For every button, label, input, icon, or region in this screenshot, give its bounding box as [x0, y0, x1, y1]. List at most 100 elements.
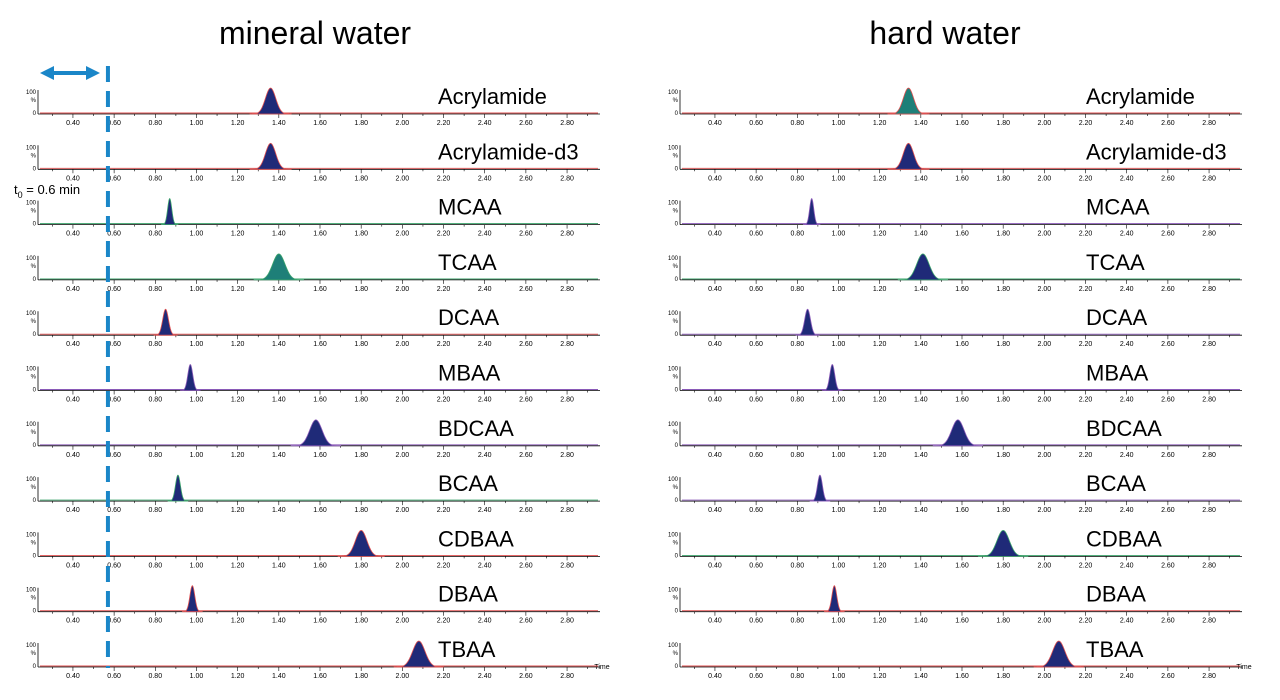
x-tick-label: 0.40: [708, 175, 722, 182]
x-tick-label: 2.80: [560, 562, 574, 569]
y-tick-label: 100: [668, 90, 679, 96]
x-tick-label: 2.60: [1161, 231, 1175, 238]
x-tick-label: 1.60: [955, 175, 969, 182]
x-tick-label: 1.20: [873, 120, 887, 127]
x-tick-label: 2.20: [437, 562, 451, 569]
y-tick-label: 100: [26, 588, 37, 594]
x-tick-label: 0.60: [749, 507, 763, 514]
panel-title: hard water: [869, 15, 1021, 51]
compound-label: Acrylamide: [1086, 84, 1195, 109]
y-tick-label: %: [673, 319, 679, 325]
y-tick-label: 100: [668, 367, 679, 373]
x-tick-label: 2.80: [1202, 673, 1216, 680]
x-tick-label: 2.80: [560, 120, 574, 127]
y-tick-label: 100: [668, 422, 679, 428]
x-tick-label: 1.20: [231, 397, 245, 404]
compound-label: BDCAA: [1086, 416, 1162, 441]
x-tick-label: 1.40: [914, 507, 928, 514]
x-tick-label: 0.80: [148, 507, 162, 514]
x-tick-label: 0.40: [708, 673, 722, 680]
trace-row: DCAA 100% 0 0.40 0.60 0.80 1.00 1.20 1.40 1.60 1.8…: [26, 305, 600, 348]
x-tick-label: 2.80: [1202, 507, 1216, 514]
x-tick-label: 1.80: [996, 341, 1010, 348]
x-tick-label: 2.20: [437, 507, 451, 514]
x-tick-label: 0.80: [790, 673, 804, 680]
x-tick-label: 2.00: [396, 452, 410, 459]
y-tick-label: 0: [675, 166, 679, 172]
x-tick-label: 1.00: [832, 507, 846, 514]
y-tick-label: 0: [675, 388, 679, 394]
y-tick-label: %: [31, 209, 37, 215]
x-tick-label: 1.60: [313, 562, 327, 569]
peak: [167, 474, 189, 502]
y-tick-label: %: [673, 375, 679, 381]
x-tick-label: 1.20: [873, 175, 887, 182]
x-tick-label: 1.00: [832, 341, 846, 348]
x-tick-label: 2.60: [519, 341, 533, 348]
x-tick-label: 2.20: [1079, 562, 1093, 569]
x-tick-label: 2.00: [1038, 452, 1052, 459]
x-tick-label: 0.80: [790, 341, 804, 348]
x-tick-label: 2.20: [437, 397, 451, 404]
y-tick-label: %: [31, 153, 37, 159]
x-tick-label: 1.40: [272, 286, 286, 293]
x-tick-label: 0.40: [708, 397, 722, 404]
x-tick-label: 0.80: [790, 175, 804, 182]
x-tick-label: 1.60: [313, 341, 327, 348]
x-tick-label: 1.60: [313, 175, 327, 182]
y-tick-label: %: [673, 651, 679, 657]
x-tick-label: 1.60: [313, 618, 327, 625]
panel-title: mineral water: [219, 15, 411, 51]
x-tick-label: 2.00: [396, 341, 410, 348]
x-tick-label: 1.40: [272, 120, 286, 127]
x-tick-label: 1.20: [873, 673, 887, 680]
x-tick-label: 0.60: [107, 562, 121, 569]
x-tick-label: 1.80: [996, 120, 1010, 127]
x-tick-label: 2.80: [560, 673, 574, 680]
peak: [290, 419, 341, 447]
x-tick-label: 1.00: [832, 562, 846, 569]
x-tick-label: 1.80: [996, 286, 1010, 293]
trace-row: Acrylamide-d3 100% 0 0.40 0.60 0.80 1.00 1.20 1.…: [26, 139, 600, 182]
y-tick-label: 0: [33, 388, 37, 394]
y-tick-label: 100: [668, 311, 679, 317]
x-tick-label: 1.20: [231, 286, 245, 293]
x-tick-label: 0.40: [66, 507, 80, 514]
y-tick-label: %: [673, 485, 679, 491]
peak: [249, 142, 292, 170]
x-tick-label: 0.80: [790, 231, 804, 238]
trace-row: CDBAA 100% 0 0.40 0.60 0.80 1.00 1.20 1.40 1.60 1.…: [26, 526, 600, 569]
x-tick-label: 2.60: [1161, 120, 1175, 127]
x-tick-label: 1.60: [955, 286, 969, 293]
t0-double-arrow: [40, 66, 100, 80]
x-tick-label: 1.00: [190, 175, 204, 182]
trace-row: Acrylamide 100% 0 0.40 0.60 0.80 1.00 1.20 1.40 1…: [668, 84, 1242, 127]
y-tick-label: %: [31, 485, 37, 491]
y-tick-label: %: [31, 596, 37, 602]
x-tick-label: 0.40: [66, 231, 80, 238]
peak: [824, 585, 845, 613]
x-tick-label: 1.40: [914, 231, 928, 238]
x-tick-label: 2.80: [560, 507, 574, 514]
x-tick-label: 1.00: [832, 452, 846, 459]
x-tick-label: 2.20: [1079, 507, 1093, 514]
peak: [822, 363, 843, 391]
y-tick-label: %: [673, 153, 679, 159]
x-tick-label: 0.60: [749, 341, 763, 348]
x-tick-label: 2.00: [1038, 120, 1052, 127]
x-tick-label: 1.40: [914, 452, 928, 459]
y-tick-label: 100: [26, 643, 37, 649]
trace-row: MBAA 100% 0 0.40 0.60 0.80 1.00 1.20 1.40 1.60 1.8…: [26, 361, 600, 404]
compound-label: MBAA: [438, 361, 501, 386]
x-tick-label: 1.20: [873, 507, 887, 514]
x-tick-label: 2.60: [519, 452, 533, 459]
x-tick-label: 1.60: [313, 231, 327, 238]
x-tick-label: 1.40: [272, 618, 286, 625]
x-tick-label: 2.20: [1079, 673, 1093, 680]
y-tick-label: 0: [675, 222, 679, 228]
peak: [978, 529, 1029, 557]
x-tick-label: 2.80: [1202, 120, 1216, 127]
x-tick-label: 2.00: [396, 286, 410, 293]
x-tick-label: 0.80: [148, 673, 162, 680]
x-tick-label: 1.00: [190, 231, 204, 238]
